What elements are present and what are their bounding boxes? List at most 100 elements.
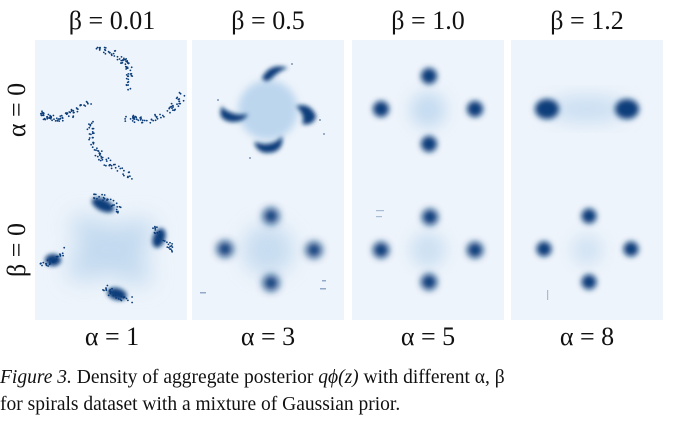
scatter-point [118, 58, 121, 60]
two-blob-density [535, 97, 639, 121]
scatter-point [104, 52, 107, 55]
scatter-point [70, 110, 73, 112]
scatter-point [103, 48, 106, 51]
panel-beta0-alpha8 [511, 180, 663, 320]
scatter-point [124, 63, 127, 66]
row-label-alpha-0-text: α = 0 [2, 82, 32, 138]
scatter-point [67, 115, 70, 118]
scatter-point [90, 122, 93, 125]
scatter-point [107, 157, 110, 160]
caption-text-suffix: with different α, β [358, 367, 505, 388]
scatter-point [96, 155, 99, 158]
scatter-point [109, 291, 112, 294]
scatter-point [92, 120, 94, 123]
scatter-point [61, 119, 64, 122]
scatter-point [131, 115, 134, 118]
caption-text-prefix: Density of aggregate posterior [71, 367, 319, 388]
scatter-point [85, 100, 88, 103]
scatter-point [51, 119, 53, 122]
scatter-point [57, 118, 60, 120]
scatter-point [45, 264, 48, 267]
scatter-point [129, 175, 131, 178]
scatter-point [143, 119, 146, 122]
scatter-point [183, 94, 186, 97]
scatter-point [105, 287, 107, 289]
scatter-point [42, 261, 45, 264]
scatter-point [156, 232, 159, 234]
bottom-label-alpha-5: α = 5 [400, 322, 456, 351]
scatter-point [122, 59, 124, 62]
scatter-point [152, 119, 155, 122]
scatter-point [154, 227, 157, 230]
scatter-point [176, 103, 178, 106]
scatter-point [72, 116, 74, 119]
scatter-point [92, 142, 95, 145]
scatter-point [178, 98, 181, 100]
scatter-point [93, 149, 96, 151]
scatter-point [131, 120, 134, 122]
scatter-point [172, 106, 175, 108]
scatter-point [96, 147, 98, 150]
scatter-point [135, 118, 138, 121]
scatter-point [173, 109, 176, 111]
scatter-point [178, 100, 181, 103]
scatter-point [150, 118, 153, 121]
scatter-point [90, 143, 92, 146]
scatter-point [114, 163, 116, 166]
scatter-point [168, 246, 170, 249]
scatter-point [120, 59, 123, 62]
scatter-point [114, 49, 117, 52]
scatter-point [115, 297, 117, 299]
scatter-point [163, 240, 166, 242]
pinwheel-density [217, 63, 325, 159]
scatter-point [124, 118, 126, 120]
scatter-point [116, 58, 119, 61]
scatter-point [123, 57, 125, 60]
scatter-point [106, 284, 109, 287]
scatter-point [47, 113, 50, 116]
scatter-point [125, 77, 128, 80]
scatter-point [41, 264, 43, 267]
scatter-point [112, 52, 115, 55]
four-blob-density-2 [373, 209, 483, 290]
scatter-point [99, 159, 102, 162]
scatter-point [107, 294, 110, 297]
scatter-point [154, 229, 157, 231]
scatter-point [84, 105, 87, 107]
scatter-point [166, 241, 168, 244]
scatter-point [154, 232, 156, 235]
scatter-point [169, 241, 171, 244]
scatter-point [131, 178, 133, 180]
scatter-point [110, 164, 113, 167]
scatter-point [63, 246, 66, 249]
scatter-point [156, 117, 159, 120]
scatter-point [46, 259, 49, 262]
scatter-point [168, 107, 171, 109]
scatter-point [95, 47, 98, 50]
scatter-point [55, 258, 58, 261]
scatter-point [54, 120, 57, 122]
scatter-point [53, 260, 56, 263]
scatter-point [172, 104, 174, 107]
four-blob-density [373, 68, 483, 152]
scatter-point [91, 131, 94, 133]
bottom-label-alpha-8: α = 8 [559, 322, 615, 351]
panel-alpha0-beta1.0 [352, 40, 504, 180]
scatter-point [126, 81, 129, 84]
scatter-point [124, 65, 127, 68]
scatter-point [178, 102, 181, 105]
top-label-beta-0.01: β = 0.01 [68, 6, 156, 35]
scatter-point [42, 118, 45, 121]
caption-posterior-symbol: qϕ(z) [318, 367, 359, 388]
scatter-point [49, 261, 51, 264]
scatter-point [156, 226, 158, 229]
scatter-point [114, 294, 117, 297]
scatter-point [121, 61, 124, 64]
caption-figure-number: Figure 3. [0, 367, 72, 388]
scatter-point [120, 62, 122, 64]
scatter-point [177, 105, 180, 108]
scatter-point [55, 117, 58, 120]
top-label-beta-1.2: β = 1.2 [550, 6, 624, 35]
scatter-point [169, 245, 172, 248]
